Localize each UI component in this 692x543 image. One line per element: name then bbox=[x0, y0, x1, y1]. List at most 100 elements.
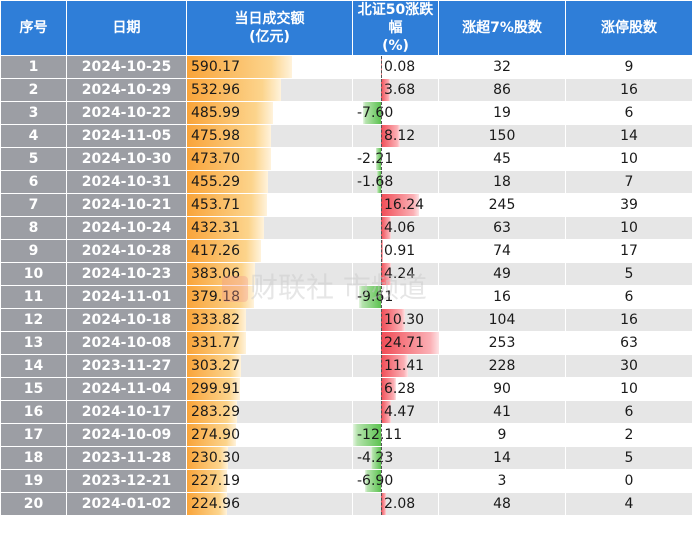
change-value: 2.08 bbox=[384, 496, 416, 512]
change-axis bbox=[381, 447, 382, 469]
table-row: 12 2024-10-18 333.82 10.30 104 16 bbox=[0, 308, 692, 332]
cell-limit-up: 0 bbox=[565, 469, 692, 493]
cell-change: -4.23 bbox=[352, 446, 439, 470]
amount-bar bbox=[187, 332, 246, 354]
change-negative-bar bbox=[353, 424, 381, 446]
change-positive-bar bbox=[381, 194, 420, 216]
cell-date: 2023-11-27 bbox=[66, 354, 187, 378]
cell-index: 12 bbox=[0, 308, 67, 332]
cell-date: 2024-10-17 bbox=[66, 400, 187, 424]
cell-limit-up: 14 bbox=[565, 124, 692, 148]
change-value: 4.24 bbox=[384, 266, 416, 282]
change-positive-bar bbox=[381, 240, 384, 262]
cell-index: 6 bbox=[0, 170, 67, 194]
cell-change: -9.61 bbox=[352, 285, 439, 309]
cell-index: 3 bbox=[0, 101, 67, 125]
change-axis bbox=[381, 102, 382, 124]
table-row: 2 2024-10-29 532.96 3.68 86 16 bbox=[0, 78, 692, 102]
cell-limit-up: 10 bbox=[565, 377, 692, 401]
cell-amount: 590.17 bbox=[186, 55, 353, 79]
cell-limit-up: 6 bbox=[565, 285, 692, 309]
cell-change: 0.91 bbox=[352, 239, 439, 263]
cell-date: 2024-10-31 bbox=[66, 170, 187, 194]
cell-up7: 86 bbox=[438, 78, 566, 102]
cell-up7: 9 bbox=[438, 423, 566, 447]
cell-up7: 19 bbox=[438, 101, 566, 125]
change-axis bbox=[381, 309, 382, 331]
table-row: 17 2024-10-09 274.90 -12.11 9 2 bbox=[0, 423, 692, 447]
cell-change: -12.11 bbox=[352, 423, 439, 447]
cell-date: 2023-11-28 bbox=[66, 446, 187, 470]
cell-amount: 455.29 bbox=[186, 170, 353, 194]
cell-date: 2024-11-05 bbox=[66, 124, 187, 148]
change-value: 11.41 bbox=[384, 358, 425, 374]
amount-value: 475.98 bbox=[191, 128, 240, 144]
change-value: 10.30 bbox=[384, 312, 425, 328]
cell-date: 2024-10-08 bbox=[66, 331, 187, 355]
cell-limit-up: 17 bbox=[565, 239, 692, 263]
change-value: 4.47 bbox=[384, 404, 416, 420]
cell-up7: 63 bbox=[438, 216, 566, 240]
change-axis bbox=[381, 171, 382, 193]
change-axis bbox=[381, 148, 382, 170]
change-axis bbox=[381, 378, 382, 400]
cell-date: 2024-10-25 bbox=[66, 55, 187, 79]
cell-index: 17 bbox=[0, 423, 67, 447]
table-row: 13 2024-10-08 331.77 24.71 253 63 bbox=[0, 331, 692, 355]
cell-limit-up: 9 bbox=[565, 55, 692, 79]
amount-bar bbox=[187, 171, 268, 193]
change-negative-bar bbox=[365, 470, 381, 492]
amount-bar bbox=[187, 263, 255, 285]
amount-bar bbox=[187, 286, 255, 308]
amount-bar bbox=[187, 79, 282, 101]
cell-amount: 475.98 bbox=[186, 124, 353, 148]
cell-date: 2024-10-21 bbox=[66, 193, 187, 217]
cell-up7: 45 bbox=[438, 147, 566, 171]
amount-value: 590.17 bbox=[191, 59, 240, 75]
amount-value: 274.90 bbox=[191, 427, 240, 443]
cell-index: 1 bbox=[0, 55, 67, 79]
change-axis bbox=[381, 493, 382, 515]
cell-index: 11 bbox=[0, 285, 67, 309]
change-positive-bar bbox=[381, 79, 390, 101]
cell-up7: 3 bbox=[438, 469, 566, 493]
change-value: -9.61 bbox=[357, 289, 394, 305]
header-change-line2: (%) bbox=[382, 38, 409, 54]
cell-date: 2024-10-09 bbox=[66, 423, 187, 447]
cell-change: 3.68 bbox=[352, 78, 439, 102]
amount-value: 283.29 bbox=[191, 404, 240, 420]
change-value: 4.06 bbox=[384, 220, 416, 236]
cell-amount: 432.31 bbox=[186, 216, 353, 240]
header-amount: 当日成交额 (亿元) bbox=[186, 0, 353, 56]
change-axis bbox=[381, 401, 382, 423]
cell-up7: 49 bbox=[438, 262, 566, 286]
change-value: 0.08 bbox=[384, 59, 416, 75]
cell-limit-up: 10 bbox=[565, 147, 692, 171]
amount-bar bbox=[187, 240, 261, 262]
cell-amount: 224.96 bbox=[186, 492, 353, 516]
cell-index: 20 bbox=[0, 492, 67, 516]
change-value: -2.21 bbox=[357, 151, 394, 167]
amount-value: 303.27 bbox=[191, 358, 240, 374]
amount-bar bbox=[187, 470, 228, 492]
cell-limit-up: 6 bbox=[565, 400, 692, 424]
cell-limit-up: 6 bbox=[565, 101, 692, 125]
amount-bar bbox=[187, 424, 236, 446]
change-positive-bar bbox=[381, 332, 439, 354]
change-negative-bar bbox=[377, 171, 381, 193]
cell-index: 18 bbox=[0, 446, 67, 470]
header-change: 北证50涨跌幅 (%) bbox=[352, 0, 439, 56]
change-axis bbox=[381, 217, 382, 239]
change-value: 6.28 bbox=[384, 381, 416, 397]
amount-bar bbox=[187, 56, 292, 78]
cell-change: 0.08 bbox=[352, 55, 439, 79]
cell-amount: 274.90 bbox=[186, 423, 353, 447]
amount-bar bbox=[187, 401, 238, 423]
cell-up7: 32 bbox=[438, 55, 566, 79]
cell-change: 6.28 bbox=[352, 377, 439, 401]
amount-value: 224.96 bbox=[191, 496, 240, 512]
table-row: 16 2024-10-17 283.29 4.47 41 6 bbox=[0, 400, 692, 424]
table-row: 6 2024-10-31 455.29 -1.68 18 7 bbox=[0, 170, 692, 194]
cell-date: 2024-11-01 bbox=[66, 285, 187, 309]
cell-change: 11.41 bbox=[352, 354, 439, 378]
